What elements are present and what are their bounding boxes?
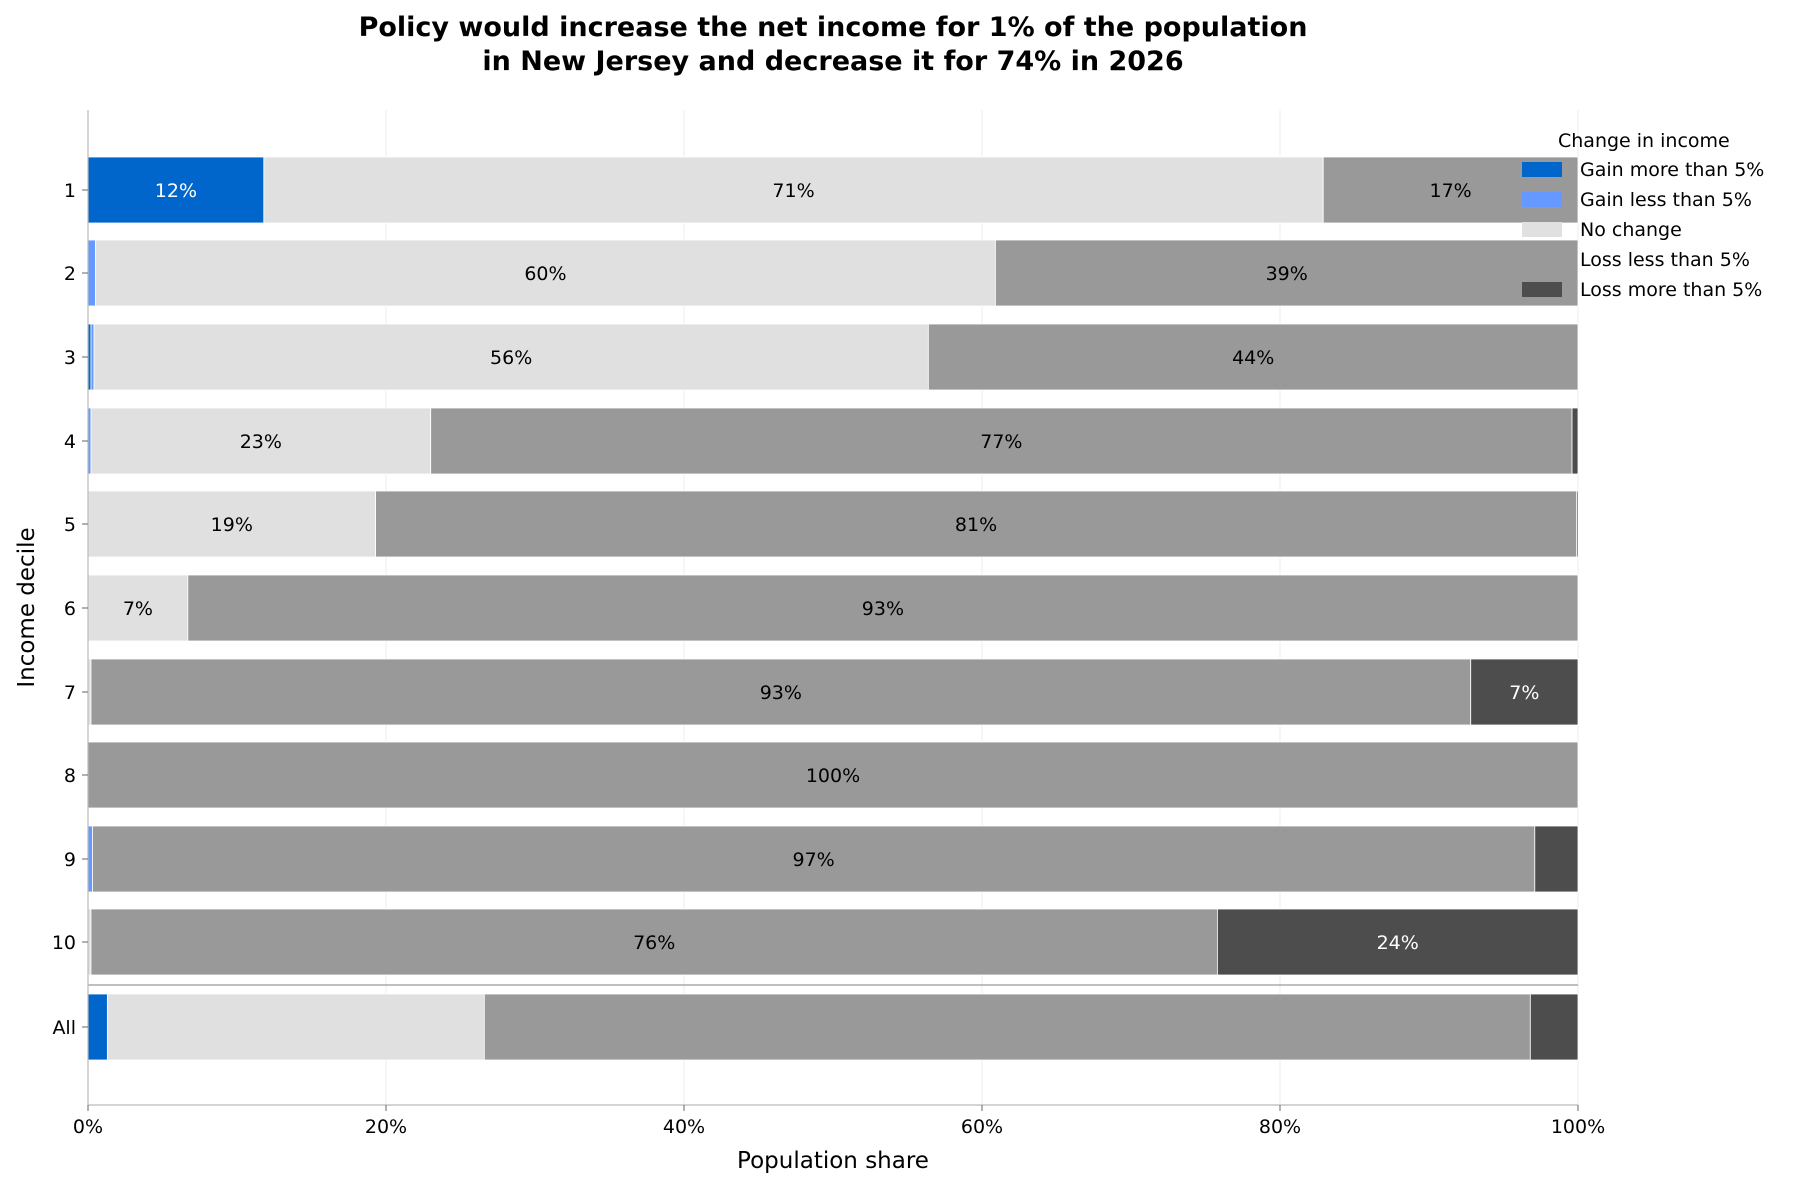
legend: Change in income Gain more than 5% Gain le…	[1522, 130, 1764, 301]
legend-label-no-change: No change	[1580, 219, 1682, 241]
y-tick-label-6: 6	[64, 598, 76, 620]
chart-title-line-2: in New Jersey and decrease it for 74% in…	[482, 46, 1183, 77]
x-tick-label-20: 20%	[365, 1116, 407, 1138]
bar-layer	[87, 156, 1579, 1061]
data-label-7-loss-more-than-5: 7%	[1509, 682, 1539, 704]
bar-2-loss-less-than-5	[995, 239, 1579, 307]
x-tick-label-100: 100%	[1551, 1116, 1605, 1138]
bar-all-no-change	[106, 993, 485, 1061]
data-label-1-no-change: 71%	[772, 180, 814, 202]
legend-title: Change in income	[1558, 130, 1730, 152]
bar-7-loss-less-than-5	[90, 658, 1472, 726]
x-axis-title: Population share	[737, 1148, 929, 1174]
bar-4-loss-more-than-5	[1571, 407, 1579, 475]
y-tick-label-8: 8	[64, 765, 76, 787]
bar-all-gain-more-than-5	[87, 993, 108, 1061]
y-tick-label-4: 4	[64, 431, 76, 453]
data-label-5-loss-less-than-5: 81%	[955, 514, 997, 536]
legend-label-gain-less-than-5: Gain less than 5%	[1580, 189, 1752, 211]
bar-2-no-change	[95, 239, 996, 307]
legend-swatch-gain-more-than-5	[1522, 162, 1562, 177]
bar-10-loss-less-than-5	[90, 908, 1218, 976]
data-label-8-loss-less-than-5: 100%	[806, 765, 860, 787]
y-tick-label-5: 5	[64, 514, 76, 536]
bar-8-loss-less-than-5	[87, 741, 1579, 809]
bar-5-loss-more-than-5	[1576, 490, 1579, 558]
data-label-5-no-change: 19%	[211, 514, 253, 536]
bar-4-no-change	[90, 407, 432, 475]
legend-swatch-loss-less-than-5	[1522, 252, 1562, 267]
legend-swatch-loss-more-than-5	[1522, 282, 1562, 297]
y-tick-label-10: 10	[52, 932, 76, 954]
legend-label-loss-more-than-5: Loss more than 5%	[1580, 279, 1762, 301]
data-label-2-no-change: 60%	[524, 263, 566, 285]
y-tick-label-2: 2	[64, 263, 76, 285]
legend-swatch-gain-less-than-5	[1522, 192, 1562, 207]
label-layer: 12% 71% 17% 60% 39% 56% 44% 23% 77% 19% 81% 7% 93% 93…	[123, 180, 1540, 954]
bar-3-loss-less-than-5	[927, 323, 1579, 391]
legend-label-loss-less-than-5: Loss less than 5%	[1580, 249, 1750, 271]
data-label-7-loss-less-than-5: 93%	[760, 682, 802, 704]
bar-9-loss-more-than-5	[1534, 825, 1579, 893]
bar-1-gain-more-than-5	[87, 156, 265, 224]
data-label-3-no-change: 56%	[490, 347, 532, 369]
data-label-2-loss-less-than-5: 39%	[1266, 263, 1308, 285]
bar-5-loss-less-than-5	[375, 490, 1577, 558]
data-label-6-loss-less-than-5: 93%	[862, 598, 904, 620]
bar-3-no-change	[93, 323, 929, 391]
data-label-1-loss-less-than-5: 17%	[1429, 180, 1471, 202]
data-label-4-loss-less-than-5: 77%	[980, 431, 1022, 453]
data-label-10-loss-more-than-5: 24%	[1377, 932, 1419, 954]
chart-title-line-1: Policy would increase the net income for…	[359, 12, 1308, 43]
axis-layer: 0% 20% 40% 60% 80% 100% 1 2 3 4 5 6 7 8 9 10 All Populati…	[14, 110, 1605, 1174]
y-tick-label-all: All	[52, 1017, 76, 1039]
data-label-4-no-change: 23%	[240, 431, 282, 453]
data-label-9-loss-less-than-5: 97%	[793, 849, 835, 871]
bar-6-no-change	[87, 574, 189, 642]
legend-label-gain-more-than-5: Gain more than 5%	[1580, 159, 1764, 181]
legend-swatch-no-change	[1522, 222, 1562, 237]
bar-all-loss-more-than-5	[1529, 993, 1579, 1061]
x-tick-label-60: 60%	[961, 1116, 1003, 1138]
bar-2-gain-less-than-5	[87, 239, 96, 307]
data-label-10-loss-less-than-5: 76%	[633, 932, 675, 954]
bar-1-no-change	[263, 156, 1324, 224]
data-label-6-no-change: 7%	[123, 598, 153, 620]
y-tick-label-1: 1	[64, 180, 76, 202]
data-label-3-loss-less-than-5: 44%	[1232, 347, 1274, 369]
bar-3-gain-less-than-5	[90, 323, 95, 391]
bar-9-loss-less-than-5	[92, 825, 1536, 893]
bar-10-loss-more-than-5	[1217, 908, 1579, 976]
chart-title: Policy would increase the net income for…	[359, 12, 1308, 77]
y-tick-label-3: 3	[64, 347, 76, 369]
y-tick-label-9: 9	[64, 849, 76, 871]
x-tick-label-40: 40%	[663, 1116, 705, 1138]
bar-6-loss-less-than-5	[187, 574, 1579, 642]
bar-9-gain-less-than-5	[87, 825, 93, 893]
x-tick-label-80: 80%	[1259, 1116, 1301, 1138]
data-label-1-gain-more-than-5: 12%	[155, 180, 197, 202]
x-tick-label-0: 0%	[73, 1116, 103, 1138]
y-axis-title: Income decile	[14, 527, 40, 687]
bar-7-loss-more-than-5	[1470, 658, 1579, 726]
y-tick-label-7: 7	[64, 682, 76, 704]
bar-4-loss-less-than-5	[430, 407, 1573, 475]
bar-all-loss-less-than-5	[483, 993, 1531, 1061]
